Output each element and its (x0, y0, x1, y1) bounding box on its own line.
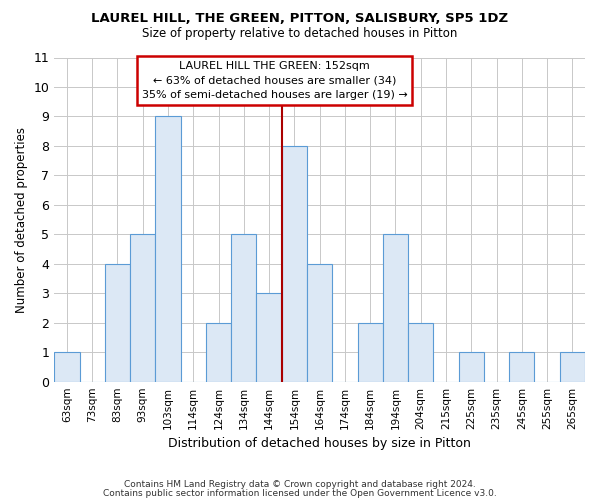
Text: Contains public sector information licensed under the Open Government Licence v3: Contains public sector information licen… (103, 489, 497, 498)
Bar (408, 322, 433, 382)
Text: Size of property relative to detached houses in Pitton: Size of property relative to detached ho… (142, 28, 458, 40)
Bar (358, 322, 383, 382)
Text: LAUREL HILL, THE GREEN, PITTON, SALISBURY, SP5 1DZ: LAUREL HILL, THE GREEN, PITTON, SALISBUR… (91, 12, 509, 26)
Bar (231, 234, 256, 382)
Text: Contains HM Land Registry data © Crown copyright and database right 2024.: Contains HM Land Registry data © Crown c… (124, 480, 476, 489)
Bar (54, 352, 80, 382)
Bar (458, 352, 484, 382)
Bar (130, 234, 155, 382)
Bar (256, 294, 282, 382)
Bar (282, 146, 307, 382)
Bar (105, 264, 130, 382)
Bar (509, 352, 535, 382)
Bar (560, 352, 585, 382)
Bar (307, 264, 332, 382)
Y-axis label: Number of detached properties: Number of detached properties (15, 126, 28, 312)
Bar (155, 116, 181, 382)
X-axis label: Distribution of detached houses by size in Pitton: Distribution of detached houses by size … (168, 437, 471, 450)
Text: LAUREL HILL THE GREEN: 152sqm
← 63% of detached houses are smaller (34)
35% of s: LAUREL HILL THE GREEN: 152sqm ← 63% of d… (142, 60, 407, 100)
Bar (206, 322, 231, 382)
Bar (383, 234, 408, 382)
